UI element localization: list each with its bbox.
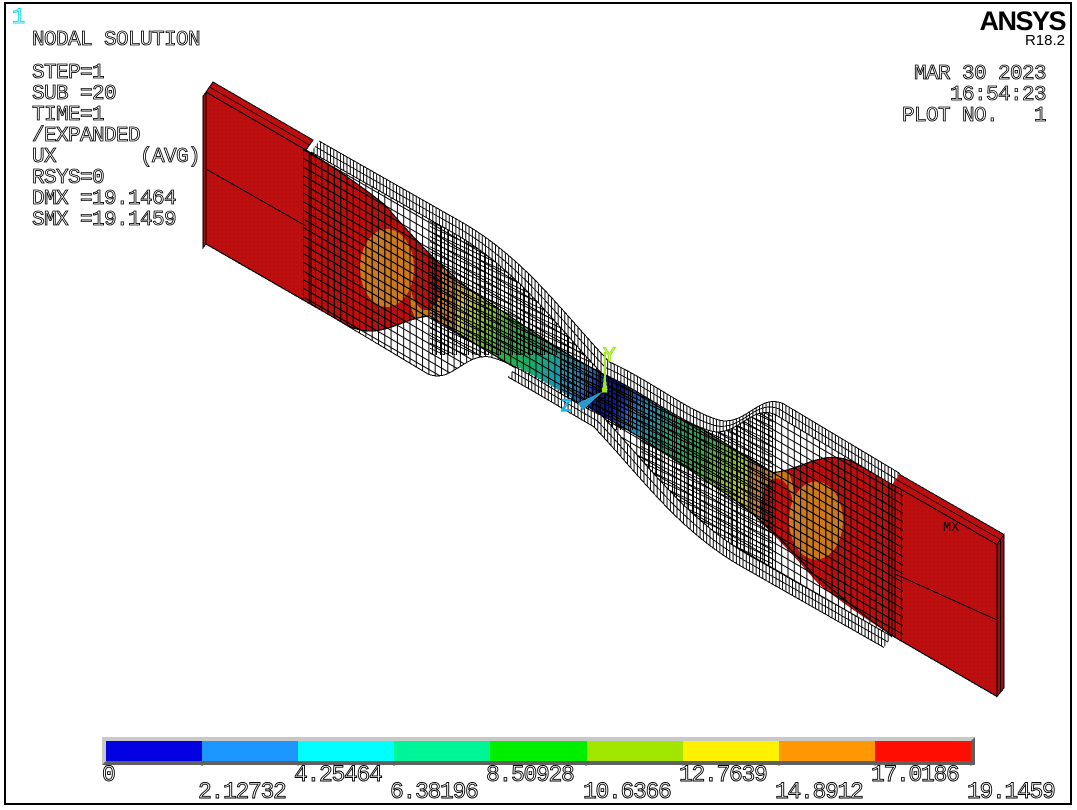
svg-text:MX: MX	[943, 521, 959, 536]
svg-text:Z: Z	[561, 396, 571, 415]
svg-text:Y: Y	[603, 345, 616, 366]
